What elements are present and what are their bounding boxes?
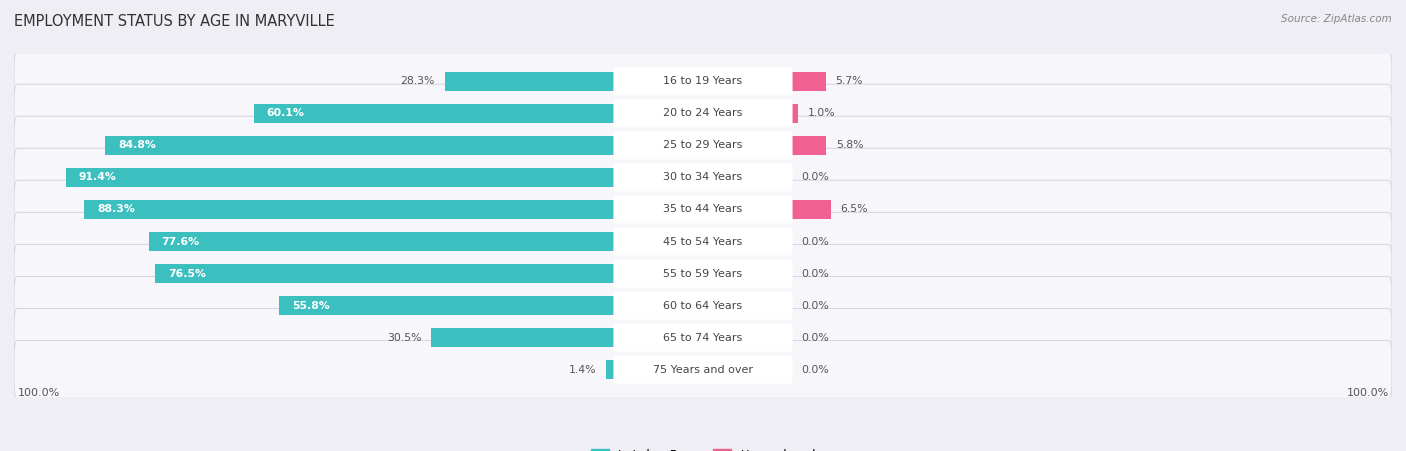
Text: 60 to 64 Years: 60 to 64 Years [664,300,742,311]
Text: 1.4%: 1.4% [568,365,596,375]
Legend: In Labor Force, Unemployed: In Labor Force, Unemployed [586,444,820,451]
Bar [66,168,614,187]
FancyBboxPatch shape [14,276,1392,335]
Text: 0.0%: 0.0% [801,365,830,375]
FancyBboxPatch shape [14,308,1392,367]
Text: 55 to 59 Years: 55 to 59 Years [664,268,742,279]
FancyBboxPatch shape [14,116,1392,175]
Text: 65 to 74 Years: 65 to 74 Years [664,333,742,343]
Bar [432,328,614,347]
Bar [792,72,825,91]
Text: 84.8%: 84.8% [118,140,156,151]
FancyBboxPatch shape [14,244,1392,303]
Text: EMPLOYMENT STATUS BY AGE IN MARYVILLE: EMPLOYMENT STATUS BY AGE IN MARYVILLE [14,14,335,28]
Bar [606,360,614,379]
Bar [149,232,614,251]
Text: 76.5%: 76.5% [169,268,207,279]
Bar [84,200,614,219]
Text: 1.0%: 1.0% [807,108,835,118]
Text: 0.0%: 0.0% [801,268,830,279]
Bar [105,136,614,155]
FancyBboxPatch shape [613,67,793,96]
FancyBboxPatch shape [14,52,1392,110]
FancyBboxPatch shape [14,84,1392,143]
Text: 75 Years and over: 75 Years and over [652,365,754,375]
Text: 16 to 19 Years: 16 to 19 Years [664,76,742,86]
Text: 6.5%: 6.5% [841,204,868,215]
FancyBboxPatch shape [14,212,1392,271]
Text: Source: ZipAtlas.com: Source: ZipAtlas.com [1281,14,1392,23]
Text: 0.0%: 0.0% [801,236,830,247]
FancyBboxPatch shape [613,131,793,160]
FancyBboxPatch shape [613,323,793,352]
Text: 100.0%: 100.0% [1347,388,1389,398]
Bar [280,296,614,315]
Text: 55.8%: 55.8% [292,300,330,311]
FancyBboxPatch shape [613,355,793,384]
Text: 25 to 29 Years: 25 to 29 Years [664,140,742,151]
Text: 28.3%: 28.3% [401,76,434,86]
Text: 30.5%: 30.5% [387,333,422,343]
Bar [253,104,614,123]
FancyBboxPatch shape [613,99,793,128]
Text: 60.1%: 60.1% [267,108,305,118]
FancyBboxPatch shape [613,259,793,288]
FancyBboxPatch shape [613,195,793,224]
Bar [792,200,831,219]
FancyBboxPatch shape [613,291,793,320]
FancyBboxPatch shape [14,341,1392,399]
Text: 0.0%: 0.0% [801,333,830,343]
Text: 45 to 54 Years: 45 to 54 Years [664,236,742,247]
Bar [792,136,827,155]
Text: 30 to 34 Years: 30 to 34 Years [664,172,742,183]
Text: 20 to 24 Years: 20 to 24 Years [664,108,742,118]
Text: 0.0%: 0.0% [801,300,830,311]
Bar [155,264,614,283]
Text: 77.6%: 77.6% [162,236,200,247]
Text: 35 to 44 Years: 35 to 44 Years [664,204,742,215]
Text: 5.7%: 5.7% [835,76,863,86]
Bar [444,72,614,91]
Text: 88.3%: 88.3% [97,204,135,215]
FancyBboxPatch shape [14,180,1392,239]
Text: 91.4%: 91.4% [79,172,117,183]
Text: 0.0%: 0.0% [801,172,830,183]
FancyBboxPatch shape [14,148,1392,207]
FancyBboxPatch shape [613,163,793,192]
FancyBboxPatch shape [613,227,793,256]
Text: 5.8%: 5.8% [837,140,863,151]
Text: 100.0%: 100.0% [17,388,59,398]
Bar [792,104,797,123]
